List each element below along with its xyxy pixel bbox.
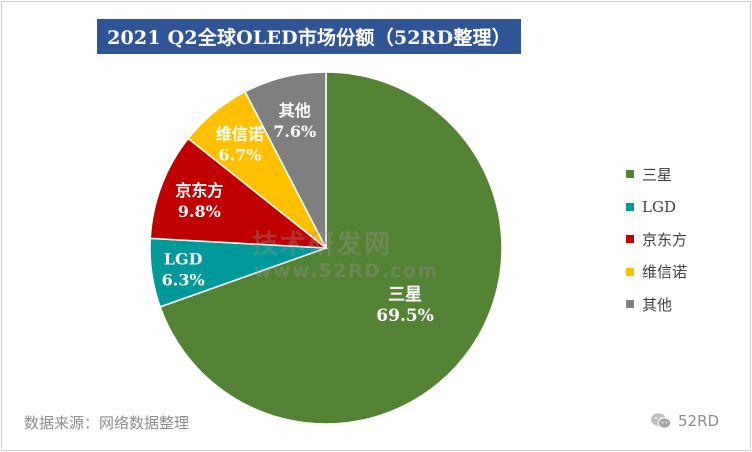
legend-label: 京东方 <box>642 230 688 249</box>
slice-category-label: 京东方 <box>175 181 223 200</box>
legend-item: 其他 <box>626 293 687 315</box>
legend: 三星 LGD 京东方 维信诺 其他 <box>626 163 687 326</box>
slice-category-label: 三星 <box>388 285 422 305</box>
legend-swatch <box>626 267 634 276</box>
legend-label: 三星 <box>642 165 673 184</box>
legend-label: LGD <box>642 197 676 216</box>
slice-value-label: 69.5% <box>376 306 434 326</box>
legend-swatch <box>626 235 634 243</box>
brand-name: 52RD <box>678 412 720 430</box>
data-source-note: 数据来源：网络数据整理 <box>24 414 190 432</box>
legend-swatch <box>626 202 634 211</box>
brand-mark: 52RD <box>650 412 719 430</box>
slice-value-label: 9.8% <box>178 202 221 221</box>
watermark-url: www.52RD.com <box>254 260 439 282</box>
wechat-icon <box>651 413 672 429</box>
pie-slice <box>244 71 327 249</box>
pie-slice <box>159 71 503 425</box>
legend-item: LGD <box>626 196 687 218</box>
legend-swatch <box>626 300 634 308</box>
legend-label: 其他 <box>642 295 673 314</box>
slice-category-label: 维信诺 <box>216 124 264 143</box>
chart-title: 2021 Q2全球OLED市场份额（52RD整理） <box>97 19 521 54</box>
legend-item: 京东方 <box>626 228 687 250</box>
watermark-text: 技术研发网 <box>252 230 393 260</box>
legend-item: 维信诺 <box>626 261 687 283</box>
slice-value-label: 7.6% <box>273 122 316 141</box>
legend-label: 维信诺 <box>642 263 688 281</box>
legend-item: 三星 <box>626 163 687 185</box>
slice-category-label: LGD <box>164 250 203 269</box>
slice-category-label: 其他 <box>279 101 311 120</box>
slice-value-label: 6.3% <box>162 271 205 290</box>
legend-swatch <box>626 170 634 178</box>
slice-value-label: 6.7% <box>218 145 261 164</box>
pie-slice <box>149 137 329 249</box>
